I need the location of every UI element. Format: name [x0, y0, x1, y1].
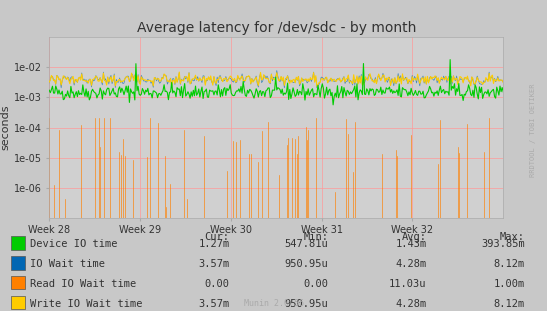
Text: 950.95u: 950.95u — [284, 299, 328, 309]
Text: 4.28m: 4.28m — [395, 259, 427, 269]
Text: Write IO Wait time: Write IO Wait time — [30, 299, 143, 309]
Text: 0.00: 0.00 — [205, 279, 230, 289]
Text: Cur:: Cur: — [205, 232, 230, 242]
Text: Min:: Min: — [303, 232, 328, 242]
Text: 950.95u: 950.95u — [284, 259, 328, 269]
Text: RRDTOOL / TOBI OETIKER: RRDTOOL / TOBI OETIKER — [531, 84, 536, 177]
Text: Munin 2.0.56: Munin 2.0.56 — [243, 299, 304, 308]
Text: 8.12m: 8.12m — [494, 299, 525, 309]
Text: 1.43m: 1.43m — [395, 239, 427, 249]
Text: Device IO time: Device IO time — [30, 239, 118, 249]
Bar — [11, 296, 25, 309]
Text: 3.57m: 3.57m — [199, 299, 230, 309]
Text: 11.03u: 11.03u — [389, 279, 427, 289]
Text: 3.57m: 3.57m — [199, 259, 230, 269]
Bar — [11, 236, 25, 250]
Text: 0.00: 0.00 — [303, 279, 328, 289]
Text: 393.85m: 393.85m — [481, 239, 525, 249]
Text: 1.27m: 1.27m — [199, 239, 230, 249]
Text: 1.00m: 1.00m — [494, 279, 525, 289]
Text: Avg:: Avg: — [401, 232, 427, 242]
Text: Read IO Wait time: Read IO Wait time — [30, 279, 136, 289]
Text: Max:: Max: — [500, 232, 525, 242]
Text: 4.28m: 4.28m — [395, 299, 427, 309]
Y-axis label: seconds: seconds — [1, 105, 11, 150]
Title: Average latency for /dev/sdc - by month: Average latency for /dev/sdc - by month — [137, 21, 416, 35]
Bar — [11, 256, 25, 270]
Text: 8.12m: 8.12m — [494, 259, 525, 269]
Bar — [11, 276, 25, 289]
Text: IO Wait time: IO Wait time — [30, 259, 105, 269]
Text: 547.81u: 547.81u — [284, 239, 328, 249]
